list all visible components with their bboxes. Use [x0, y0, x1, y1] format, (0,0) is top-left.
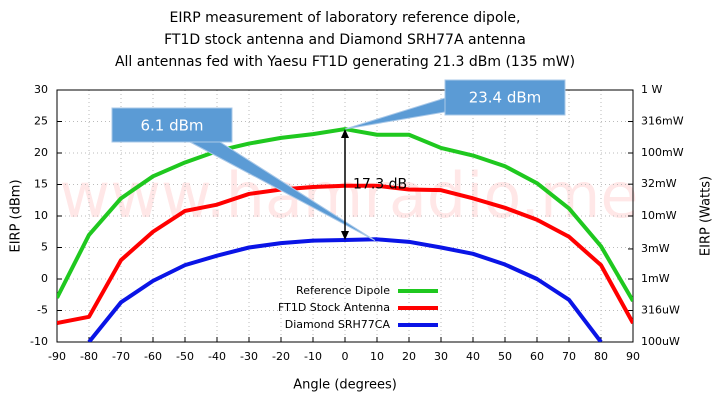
x-tick-label: -50: [176, 350, 194, 363]
y-tick-label: 25: [34, 115, 48, 128]
y2-tick-label: 1 W: [641, 83, 662, 96]
x-tick-label: -70: [112, 350, 130, 363]
annotation-text: 17.3 dB: [353, 177, 407, 193]
y2-axis-label: EIRP (Watts): [699, 176, 714, 256]
y2-tick-label: 10mW: [641, 209, 677, 222]
x-tick-label: 50: [498, 350, 512, 363]
legend-label: FT1D Stock Antenna: [278, 301, 390, 314]
x-tick-label: 60: [530, 350, 544, 363]
callout-pointer: [344, 97, 446, 130]
callout-text: 23.4 dBm: [469, 89, 542, 107]
x-tick-label: 70: [562, 350, 576, 363]
x-tick-label: 20: [402, 350, 416, 363]
y2-tick-label: 316uW: [641, 304, 680, 317]
y-tick-label: 30: [34, 83, 48, 96]
y2-tick-label: 100uW: [641, 335, 680, 348]
chart-title: FT1D stock antenna and Diamond SRH77A an…: [164, 32, 526, 48]
y2-tick-label: 3mW: [641, 242, 670, 255]
legend-label: Diamond SRH77CA: [285, 318, 391, 331]
x-tick-label: 90: [626, 350, 640, 363]
watermark: www.hamradio.me: [60, 159, 639, 232]
y2-tick-label: 100mW: [641, 146, 684, 159]
y2-tick-label: 316mW: [641, 115, 684, 128]
x-tick-label: -60: [144, 350, 162, 363]
y-tick-label: 0: [41, 272, 48, 285]
x-tick-label: -30: [240, 350, 258, 363]
y-tick-label: 15: [34, 178, 48, 191]
y-tick-label: 5: [41, 241, 48, 254]
y-tick-label: 20: [34, 146, 48, 159]
x-tick-label: 30: [434, 350, 448, 363]
callout-text: 6.1 dBm: [140, 117, 203, 135]
x-tick-label: -10: [304, 350, 322, 363]
x-tick-label: 10: [370, 350, 384, 363]
callout-box: [111, 107, 233, 143]
x-tick-label: 80: [594, 350, 608, 363]
y2-tick-label: 32mW: [641, 177, 677, 190]
x-tick-label: 40: [466, 350, 480, 363]
plot-frame: [56, 89, 634, 343]
arrow-head: [341, 129, 349, 139]
x-tick-label: -20: [272, 350, 290, 363]
x-axis-label: Angle (degrees): [293, 378, 397, 393]
y-tick-label: -10: [30, 335, 48, 348]
arrow-head: [341, 230, 349, 240]
callout-box: [444, 79, 566, 116]
x-tick-label: -40: [208, 350, 226, 363]
y-tick-label: -5: [37, 304, 48, 317]
y-axis-label: EIRP (dBm): [9, 179, 24, 252]
x-tick-label: -90: [48, 350, 66, 363]
y-tick-label: 10: [34, 209, 48, 222]
x-tick-label: 0: [342, 350, 349, 363]
chart-title: EIRP measurement of laboratory reference…: [170, 10, 521, 26]
y2-tick-label: 1mW: [641, 272, 670, 285]
legend-label: Reference Dipole: [296, 284, 390, 297]
x-tick-label: -80: [80, 350, 98, 363]
chart-title: All antennas fed with Yaesu FT1D generat…: [115, 54, 575, 70]
